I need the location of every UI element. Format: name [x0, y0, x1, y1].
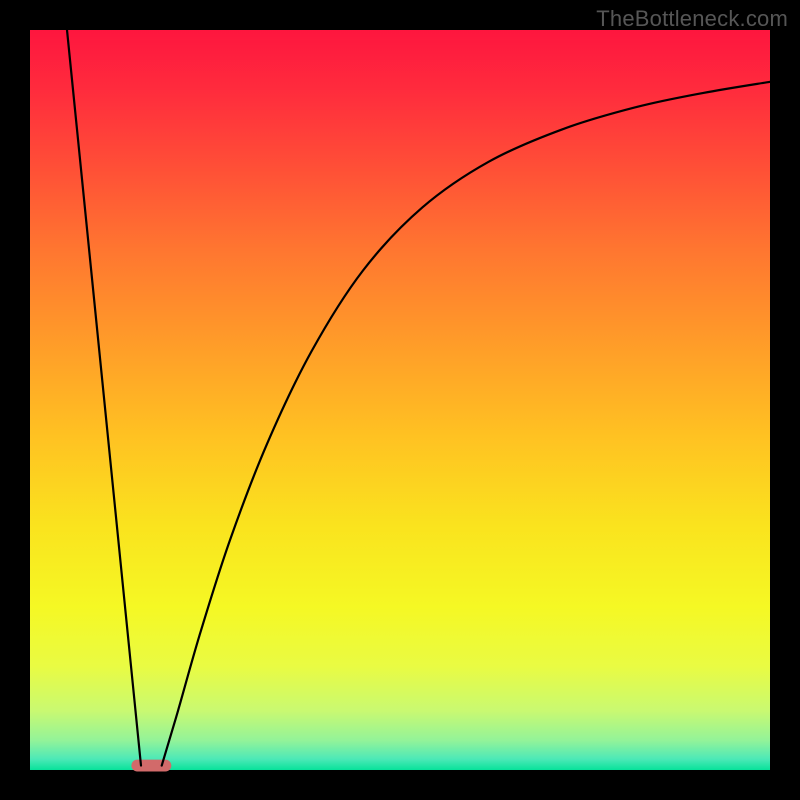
chart-svg — [0, 0, 800, 800]
watermark-text: TheBottleneck.com — [596, 6, 788, 32]
bottleneck-chart: TheBottleneck.com — [0, 0, 800, 800]
plot-background — [30, 30, 770, 770]
bottleneck-marker — [131, 760, 171, 772]
